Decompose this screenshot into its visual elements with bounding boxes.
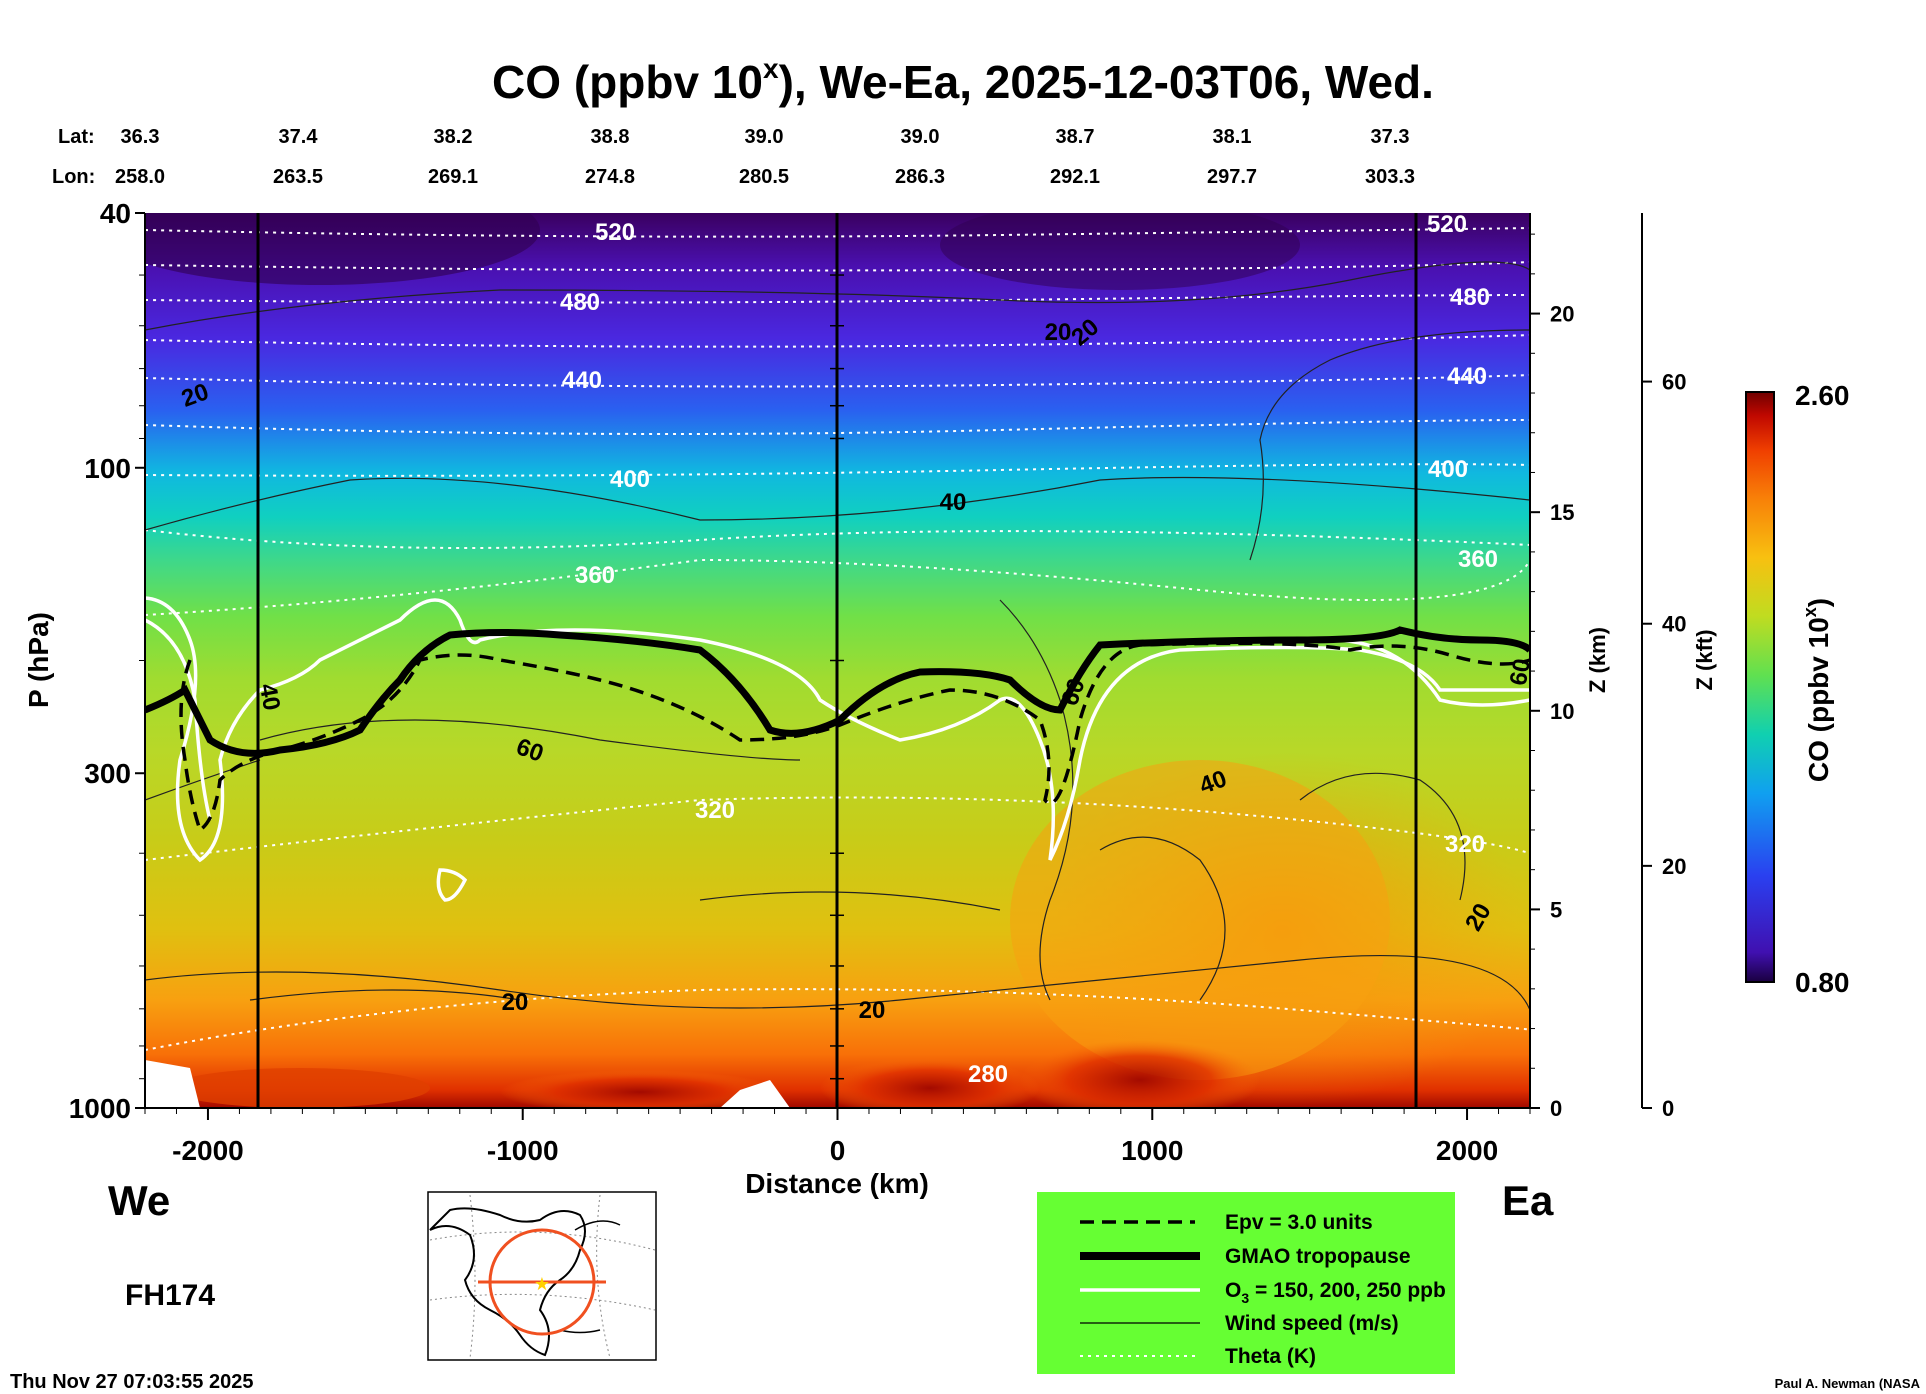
x-axis-label: Distance (km): [745, 1168, 929, 1199]
lon-value: 258.0: [115, 166, 165, 188]
theta-label: 320: [1445, 831, 1485, 858]
p-tick-label: 40: [100, 198, 131, 229]
legend-label-wind: Wind speed (m/s): [1225, 1312, 1399, 1335]
theta-label: 280: [968, 1061, 1008, 1088]
lat-lon-header: 36.3 37.4 38.2 38.8 39.0 39.0 38.7 38.1 37.3 258.…: [115, 126, 1415, 188]
lon-value: 274.8: [585, 166, 635, 188]
tropopause-line: [145, 626, 1530, 757]
theta-label: 440: [1447, 363, 1487, 390]
theta-label: 520: [595, 219, 635, 246]
ozone-contours: [145, 596, 1530, 902]
x-ticks: -2000 -1000 0 1000 2000: [144, 1108, 1531, 1166]
legend-label-theta: Theta (K): [1225, 1345, 1316, 1368]
wind-label: 20: [502, 989, 529, 1016]
z-km-tick-label: 20: [1550, 302, 1574, 327]
theta-label: 440: [562, 367, 602, 394]
legend-label-tropopause: GMAO tropopause: [1225, 1245, 1411, 1268]
lat-value: 39.0: [745, 126, 784, 148]
lat-value: 37.3: [1371, 126, 1410, 148]
west-label: We: [108, 1177, 170, 1224]
theta-label: 360: [575, 562, 615, 589]
lon-label: Lon:: [52, 166, 95, 188]
z-kft-tick-label: 0: [1662, 1096, 1674, 1121]
z-km-label: Z (km): [1585, 627, 1610, 693]
z-kft-label: Z (kft): [1692, 629, 1717, 690]
map-inset: ★: [427, 1191, 657, 1361]
legend-label-ozone: O3 = 150, 200, 250 ppb: [1225, 1279, 1446, 1306]
z-kft-ticks: 0 20 40 60: [1642, 370, 1686, 1121]
credit: Paul A. Newman (NASA: [1775, 1376, 1921, 1391]
wind-label: 20: [859, 997, 886, 1024]
lon-value: 269.1: [428, 166, 478, 188]
timestamp: Thu Nov 27 07:03:55 2025: [10, 1371, 253, 1393]
lon-value: 280.5: [739, 166, 789, 188]
y-axis-label: P (hPa): [23, 612, 54, 708]
lon-value: 263.5: [273, 166, 323, 188]
x-tick-label: -2000: [172, 1135, 244, 1166]
lat-value: 39.0: [901, 126, 940, 148]
forecast-hour: FH174: [125, 1279, 215, 1312]
wind-label: 40: [254, 682, 285, 713]
lon-value: 297.7: [1207, 166, 1257, 188]
east-label: Ea: [1502, 1177, 1554, 1224]
chart-title: CO (ppbv 10x), We-Ea, 2025-12-03T06, Wed…: [492, 53, 1434, 108]
x-tick-label: 1000: [1121, 1135, 1183, 1166]
legend: Epv = 3.0 units GMAO tropopause O3 = 150…: [1037, 1192, 1455, 1374]
wind-contours: [145, 261, 1530, 1011]
svg-text:★: ★: [534, 1274, 550, 1295]
theta-label: 400: [1428, 456, 1468, 483]
z-kft-tick-label: 40: [1662, 612, 1686, 637]
wind-label: 20: [1045, 319, 1072, 346]
p-tick-label: 300: [84, 758, 131, 789]
z-kft-tick-label: 20: [1662, 854, 1686, 879]
legend-label-epv: Epv = 3.0 units: [1225, 1211, 1373, 1234]
z-km-tick-label: 5: [1550, 897, 1562, 922]
lat-label: Lat:: [58, 126, 95, 148]
colorbar: [1745, 391, 1775, 983]
lon-value: 286.3: [895, 166, 945, 188]
lat-value: 38.7: [1056, 126, 1095, 148]
colorbar-min: 0.80: [1795, 967, 1850, 998]
wind-label: 40: [940, 489, 967, 516]
theta-label: 320: [695, 797, 735, 824]
p-tick-label: 1000: [69, 1093, 131, 1124]
x-tick-label: 0: [830, 1135, 846, 1166]
lat-value: 38.1: [1213, 126, 1252, 148]
lon-value: 303.3: [1365, 166, 1415, 188]
theta-label: 520: [1427, 211, 1467, 238]
p-ticks: 40 100 300 1000: [69, 198, 844, 1124]
x-tick-label: -1000: [487, 1135, 559, 1166]
lat-value: 37.4: [279, 126, 319, 148]
colorbar-max: 2.60: [1795, 380, 1850, 411]
z-km-tick-label: 10: [1550, 699, 1574, 724]
theta-label: 400: [610, 466, 650, 493]
z-km-ticks: 0 5 10 15 20: [1530, 233, 1574, 1121]
theta-label: 360: [1458, 546, 1498, 573]
colorbar-label: CO (ppbv 10x): [1800, 598, 1834, 782]
lat-value: 38.2: [434, 126, 473, 148]
z-kft-tick-label: 60: [1662, 370, 1686, 395]
lat-value: 36.3: [121, 126, 160, 148]
theta-contours: [145, 227, 1530, 1051]
z-km-tick-label: 15: [1550, 500, 1574, 525]
x-tick-label: 2000: [1436, 1135, 1498, 1166]
p-tick-label: 100: [84, 453, 131, 484]
lat-value: 38.8: [591, 126, 630, 148]
lon-value: 292.1: [1050, 166, 1100, 188]
z-km-tick-label: 0: [1550, 1096, 1562, 1121]
wind-label: 60: [1505, 657, 1536, 688]
theta-label: 480: [1450, 284, 1490, 311]
theta-label: 480: [560, 289, 600, 316]
